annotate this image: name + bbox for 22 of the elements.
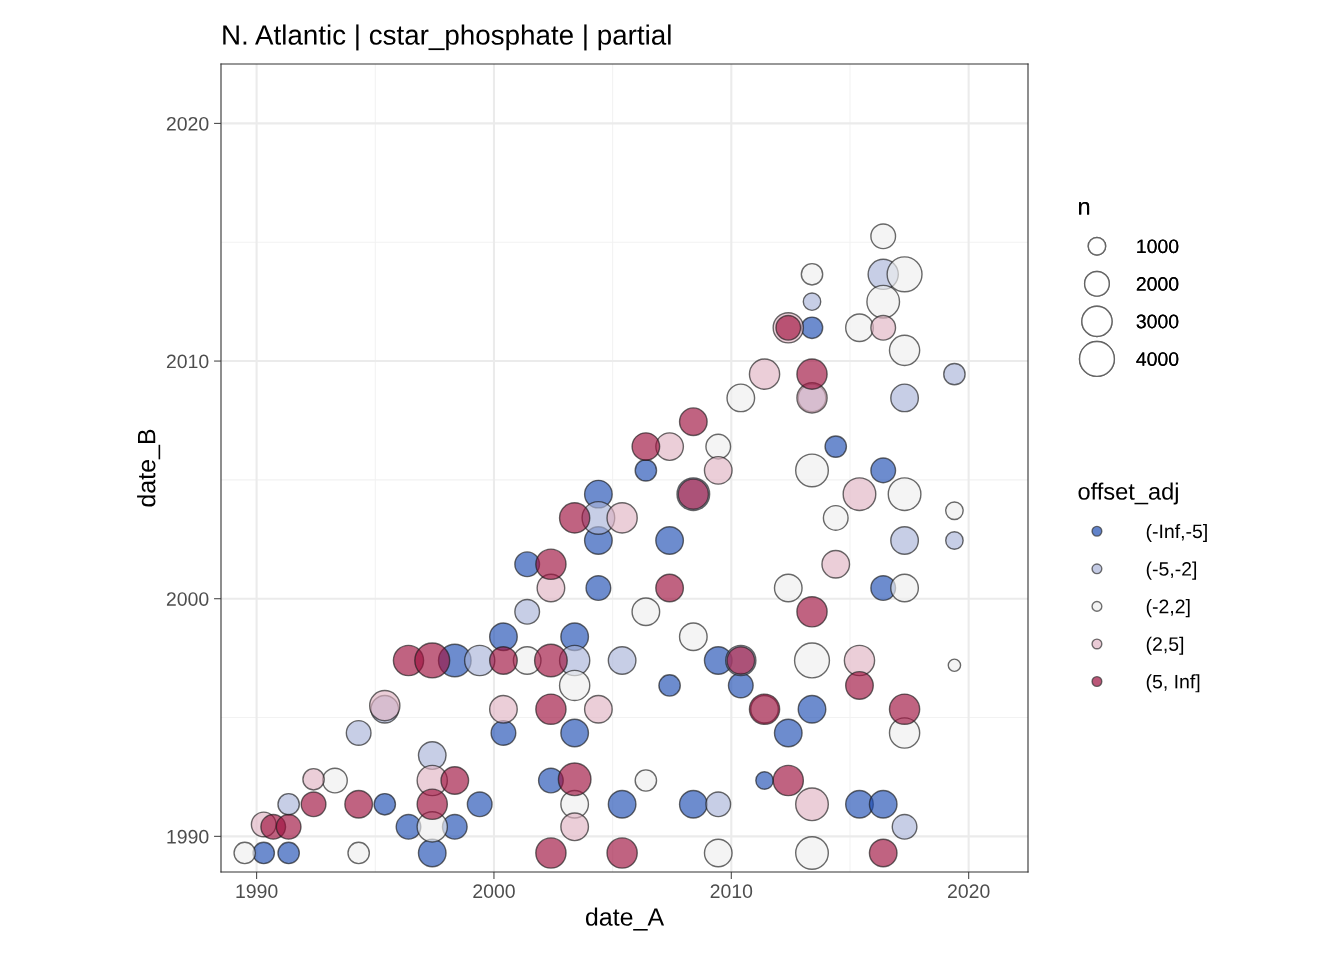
legend-label: (-Inf,-5] (1146, 523, 1207, 543)
legend-label: 1000 (1137, 239, 1179, 254)
legend-label: 4000 (1136, 352, 1179, 366)
x-tick-label: 1990 (236, 884, 278, 899)
y-tick-label: 2010 (166, 354, 209, 369)
x-axis-title: date_A (585, 907, 665, 931)
y-tick-label: 2020 (166, 116, 209, 131)
legend-label: 3000 (1136, 314, 1179, 329)
legend-label: 2000 (1136, 277, 1179, 291)
y-tick-label: 2000 (166, 592, 209, 606)
chart-title: N. Atlantic | cstar_phosphate | partial (223, 24, 671, 51)
legend-label: (-5,-2] (1146, 561, 1197, 580)
legend-label: (5, Inf] (1146, 674, 1200, 693)
legend-title: offset_adj (1078, 482, 1178, 505)
text: n (1079, 201, 1090, 215)
x-tick-label: 2000 (473, 884, 515, 899)
legend-label: (2,5] (1146, 636, 1184, 655)
legend-label: (-2,2] (1146, 599, 1190, 618)
y-axis-title: date_B (137, 429, 161, 507)
y-tick-label: 1990 (167, 829, 209, 844)
x-tick-label: 2020 (948, 884, 990, 899)
x-tick-label: 2010 (710, 884, 753, 899)
